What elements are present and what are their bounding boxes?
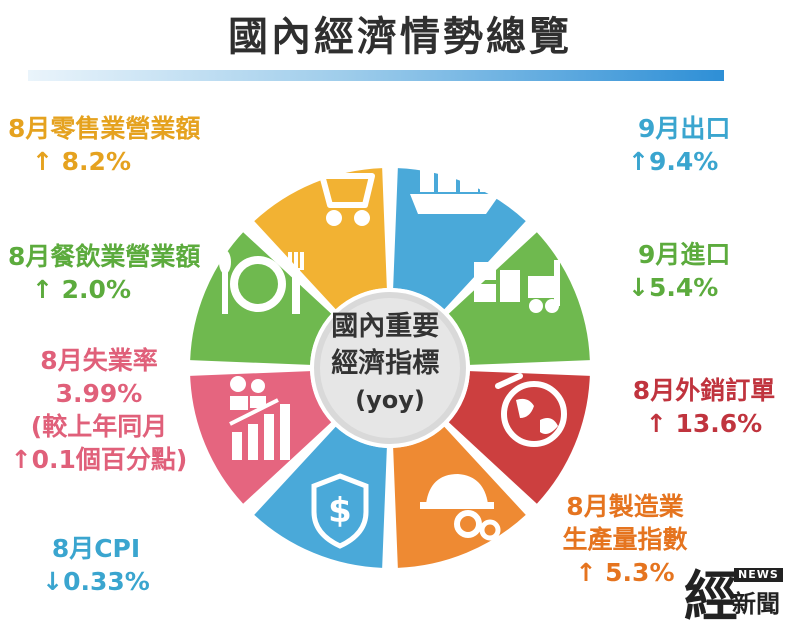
dollar-shield-icon: $ [311,473,369,549]
orders-label: 8月外銷訂單 ↑ 13.6% [614,374,794,440]
hub-text-line2: 經濟指標 [331,347,439,379]
people-chart-icon [229,376,290,460]
orders-name: 8月外銷訂單 [632,376,776,405]
helmet-gears-icon [420,474,501,541]
manufacturing-label: 8月製造業 生產量指數 ↑ 5.3% [540,490,710,589]
forklift-icon [474,260,560,313]
retail-label: 8月零售業營業額 ↑ 8.2% [8,112,200,178]
export-name: 9月出口 [638,114,731,143]
cargo-ship-icon [410,160,500,214]
manufacturing-value: ↑ 5.3% [575,558,675,587]
unemployment-value: 3.99% [55,379,143,408]
import-name: 9月進口 [638,240,731,269]
unemployment-note1: (較上年同月 [30,412,168,441]
manufacturing-name1: 8月製造業 [566,492,684,521]
news-logo: 經 NEWS 新聞 [684,566,788,626]
title-underline [28,70,724,81]
logo-char: 經 [684,564,738,628]
manufacturing-name2: 生產量指數 [562,525,688,554]
plate-cutlery-icon [219,250,304,314]
hub-text-line1: 國內重要 [331,311,439,342]
import-value: ↓5.4% [628,273,719,302]
restaurant-value: ↑ 2.0% [32,275,131,304]
unemployment-label: 8月失業率 3.99% (較上年同月 ↑0.1個百分點) [8,344,190,476]
unemployment-note2: ↑0.1個百分點) [10,445,188,474]
cpi-label: 8月CPI ↓0.33% [28,532,164,598]
import-label: 9月進口 ↓5.4% [628,238,730,304]
restaurant-name: 8月餐飲業營業額 [8,242,201,271]
logo-sub: 新聞 [732,589,780,618]
hub-gear [310,288,470,448]
restaurant-label: 8月餐飲業營業額 ↑ 2.0% [8,240,200,306]
segment-unemployment [190,371,332,504]
hub-text-line3: (yoy) [355,386,425,414]
export-label: 9月出口 ↑9.4% [628,112,730,178]
cpi-name: 8月CPI [51,534,141,563]
hub-text: 國內重要 經濟指標 (yoy) [331,311,448,414]
unemployment-name: 8月失業率 [40,346,158,375]
segment-cpi [254,426,387,568]
svg-text:$: $ [328,491,352,531]
page-title: 國內經濟情勢總覽 [228,14,572,60]
retail-value: ↑ 8.2% [32,147,131,176]
orders-value: ↑ 13.6% [645,409,763,438]
cpi-value: ↓0.33% [42,567,150,596]
logo-badge: NEWS [734,568,783,582]
export-value: ↑9.4% [628,147,719,176]
shopping-cart-icon [297,157,375,226]
globe-icon [495,373,567,447]
retail-name: 8月零售業營業額 [8,114,201,143]
